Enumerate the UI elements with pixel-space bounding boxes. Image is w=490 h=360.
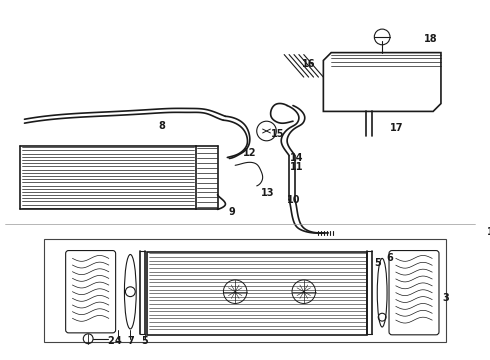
Text: 3: 3 [442, 293, 449, 303]
Text: 15: 15 [270, 129, 284, 139]
Text: 11: 11 [290, 162, 304, 172]
Text: 8: 8 [158, 121, 165, 131]
Text: 1: 1 [487, 227, 490, 237]
Text: 5: 5 [142, 336, 148, 346]
Text: 10: 10 [287, 195, 301, 204]
Text: 9: 9 [229, 207, 236, 217]
Text: 17: 17 [390, 123, 404, 133]
Text: 4: 4 [114, 336, 121, 346]
Text: 16: 16 [302, 59, 316, 69]
Text: 6: 6 [387, 253, 393, 264]
Text: 14: 14 [290, 153, 304, 163]
Text: 12: 12 [243, 148, 257, 158]
Bar [44, 239, 446, 342]
Text: 2: 2 [107, 336, 114, 346]
Bar [147, 252, 368, 335]
FancyBboxPatch shape [66, 251, 116, 333]
FancyBboxPatch shape [389, 251, 439, 335]
Text: 18: 18 [424, 34, 438, 44]
Text: 13: 13 [261, 188, 274, 198]
Text: 5: 5 [374, 258, 381, 268]
Text: 7: 7 [127, 336, 134, 346]
